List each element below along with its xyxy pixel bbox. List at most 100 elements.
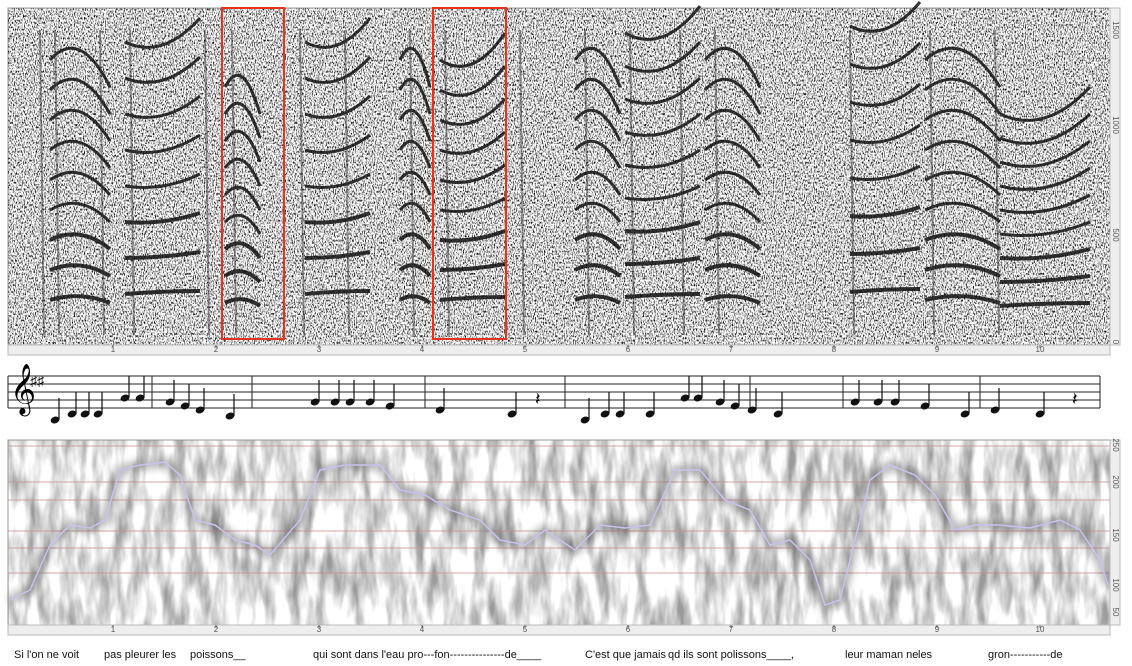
x-tick-label: 6 [626,345,631,354]
note-head [50,416,60,424]
harmonic [849,123,921,144]
harmonic [439,229,506,243]
note-head [920,402,930,410]
harmonic [849,287,921,294]
onset [994,29,1000,336]
y-tick-label: 100 [1111,578,1120,592]
note-head [345,398,355,406]
harmonic [624,256,701,266]
lyric: poissons__ [190,649,247,661]
lyric: C'est que jamais [585,649,666,661]
y-tick-label: 50 [1111,608,1120,617]
pitch-energy [7,440,1113,625]
harmonic [124,55,202,84]
onset [99,29,105,336]
harmonic [849,205,921,219]
note-head [93,410,103,418]
x-tick-label: 1 [111,625,116,634]
harmonic [624,112,701,137]
note-head [990,406,1000,414]
harmonic [624,76,702,105]
note-head [435,406,445,414]
onset [54,29,60,336]
harmonic [49,232,112,251]
pitch-smear [8,440,1110,625]
harmonic [573,46,622,88]
spectrogram-noise [8,8,1110,345]
x-tick-label: 8 [832,625,837,634]
note-head [135,394,145,402]
note-head [693,394,703,402]
harmonic [223,129,262,163]
harmonic [924,46,1002,88]
harmonic [439,262,506,272]
harmonic [223,269,262,284]
harmonic [398,139,432,169]
note-head [773,410,783,418]
harmonic [999,112,1092,145]
y-tick-label: 200 [1111,475,1120,489]
harmonic [398,201,432,223]
note-head [580,416,590,424]
harmonic [49,201,112,224]
y-tick-label: 0 [1111,340,1120,345]
onset [929,29,935,336]
x-tick-label: 9 [935,345,940,354]
x-tick-label: 4 [420,345,425,354]
harmonic [439,32,507,68]
onset [299,29,305,336]
harmonic [223,241,262,260]
harmonic [398,77,432,115]
harmonic [999,247,1091,261]
harmonic [849,164,921,181]
harmonic [574,294,621,305]
x-tick-label: 2 [214,345,219,354]
x-tick-label: 2 [214,625,219,634]
note-head [1035,410,1045,418]
rest: 𝄽 [1072,389,1078,409]
harmonic [304,55,372,84]
lyric: qd ils sont polissons____, [668,649,794,661]
harmonic [704,201,762,224]
harmonic [304,133,371,154]
harmonic [849,41,922,70]
x-tick-label: 4 [420,625,425,634]
note-head [850,398,860,406]
harmonic [398,108,432,142]
time-axis [7,624,1111,636]
harmonic [704,263,762,278]
lyric: les [918,649,933,661]
onset [231,29,237,336]
harmonic [398,263,432,278]
harmonic [624,292,701,299]
harmonic [999,139,1091,168]
harmonic [999,166,1091,191]
harmonic [49,263,112,278]
lyric: qui sont dans l'eau pro---fon-----------… [313,649,542,661]
harmonic [223,73,262,115]
harmonic [999,301,1091,308]
harmonic [223,185,262,211]
harmonic [573,170,622,196]
harmonic [439,196,506,213]
freq-axis [1109,439,1121,626]
note-head [120,394,130,402]
note-head [747,406,757,414]
note-head [385,402,395,410]
y-tick-label: 1500 [1111,21,1120,39]
x-tick-label: 8 [832,345,837,354]
harmonic [704,232,762,251]
harmonic [398,294,432,305]
harmonic [999,85,1092,122]
note-head [310,398,320,406]
harmonic [49,294,111,305]
harmonic [223,157,262,187]
y-tick-label: 1000 [1111,116,1120,134]
lyric: gron-----------de [988,649,1063,661]
harmonic [703,77,762,115]
note-head [80,410,90,418]
harmonic [703,46,762,88]
freq-axis [1109,7,1121,346]
harmonic [924,294,1001,305]
